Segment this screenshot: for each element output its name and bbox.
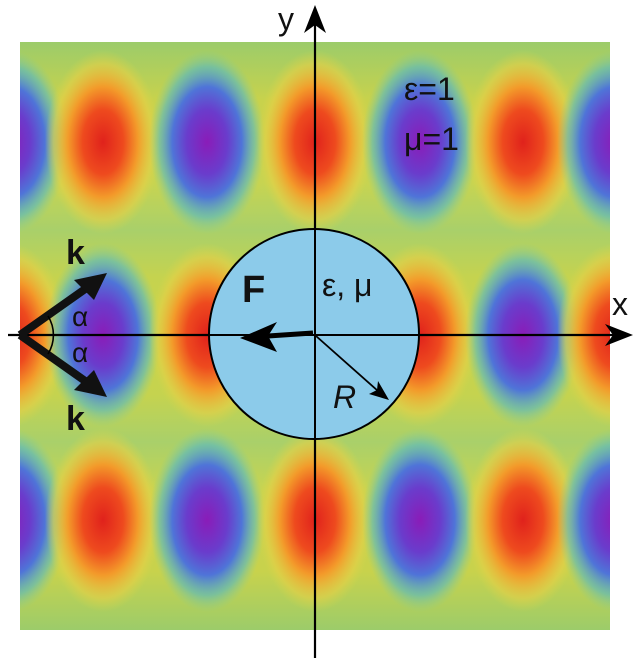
field-peak-blob [45,428,161,612]
wavevector-upper-arrow [17,283,91,339]
field-peak-blob [465,428,581,612]
wavevector-lower-arrowhead [74,370,107,397]
angle-lower-label: α [72,337,88,368]
field-peak-blob [45,50,161,234]
force-arrowhead [240,322,277,352]
sphere-params-label: ε, μ [322,267,372,303]
radius-arrowhead [369,381,389,400]
field-trough-blob [149,50,265,234]
outer-epsilon-label: ε=1 [404,71,455,107]
force-arrow-shaft [267,330,314,339]
field-trough-blob [149,428,265,612]
x-axis-arrowhead [605,324,633,346]
radius-label: R [333,379,356,415]
radius-arrow [315,335,379,392]
y-axis-arrowhead [304,5,326,33]
angle-arc [47,315,55,355]
wavevector-upper-label: k [66,234,85,272]
field-trough-blob [362,428,478,612]
angle-upper-label: α [72,301,88,332]
x-axis-label: x [612,286,628,322]
wavevector-lower-arrow [17,331,91,387]
field-trough-blob [557,50,610,234]
field-trough-blob [557,428,610,612]
force-label: F [242,269,265,311]
wavevector-lower-label: k [66,400,85,438]
field-peak-blob [465,50,581,234]
outer-mu-label: μ=1 [404,121,459,157]
field-trough-blob [362,50,478,234]
y-axis-label: y [278,1,294,37]
wavevector-upper-arrowhead [74,273,107,300]
